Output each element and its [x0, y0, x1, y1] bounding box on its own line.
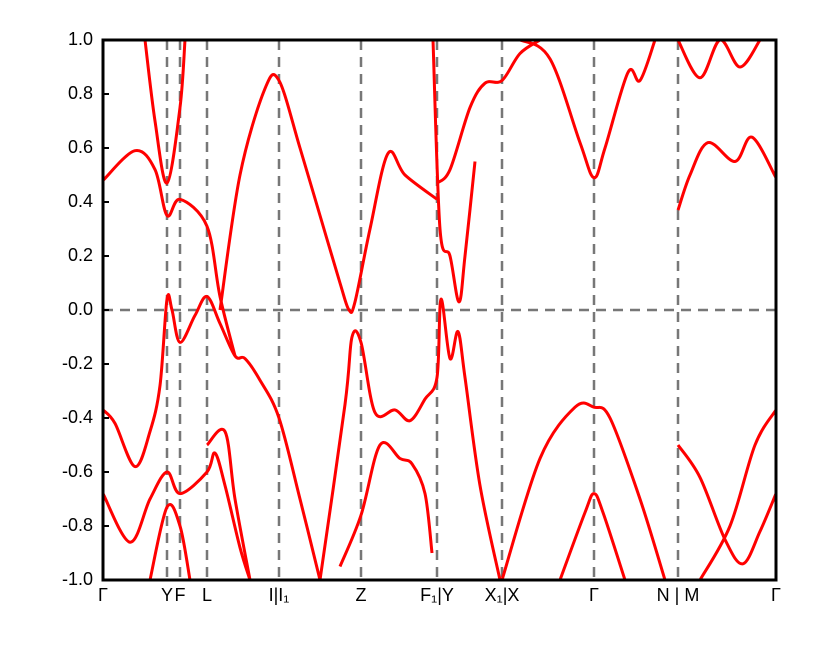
band — [103, 293, 322, 580]
y-tick-label: -0.2 — [62, 353, 93, 373]
tick-labels: -1.0 -0.8 -0.6 -0.4 -0.2 0.0 0.2 0.4 0.6 0.8 1.0 Γ Y… — [62, 29, 781, 605]
bands — [103, 40, 776, 580]
y-tick-label: 0.2 — [68, 245, 93, 265]
band — [103, 451, 252, 580]
band — [676, 135, 776, 211]
x-tick-label: Γ — [771, 585, 781, 605]
band — [502, 40, 657, 180]
band — [143, 40, 187, 185]
band — [431, 40, 477, 304]
y-tick-label: -0.6 — [62, 461, 93, 481]
x-tick-label: Y — [161, 585, 173, 605]
x-tick-label: Γ — [98, 585, 108, 605]
x-tick-label: F — [175, 585, 186, 605]
band — [218, 73, 438, 314]
y-tick-label: 0.0 — [68, 299, 93, 319]
y-tick-label: 0.4 — [68, 191, 93, 211]
band — [338, 441, 434, 568]
x-tick-label: I|I₁ — [269, 585, 290, 605]
band — [698, 409, 776, 580]
y-tick-label: -0.4 — [62, 407, 93, 427]
band — [676, 444, 776, 566]
band — [558, 492, 627, 580]
y-tick-label: 1.0 — [68, 29, 93, 49]
x-tick-label: Γ — [589, 585, 599, 605]
x-tick-label: N | M — [657, 585, 700, 605]
band — [205, 427, 252, 580]
band — [676, 40, 762, 80]
x-tick-label: Z — [356, 585, 367, 605]
band — [148, 503, 192, 580]
x-tick-label: L — [202, 585, 212, 605]
y-tick-label: -1.0 — [62, 569, 93, 589]
band — [435, 40, 541, 185]
band — [500, 401, 667, 580]
band — [103, 149, 237, 357]
band — [318, 297, 502, 580]
x-tick-label: F₁|Y — [420, 585, 454, 605]
grid — [103, 40, 776, 580]
y-tick-label: -0.8 — [62, 515, 93, 535]
x-tick-label: X₁|X — [485, 585, 520, 605]
y-tick-label: 0.8 — [68, 83, 93, 103]
y-tick-label: 0.6 — [68, 137, 93, 157]
